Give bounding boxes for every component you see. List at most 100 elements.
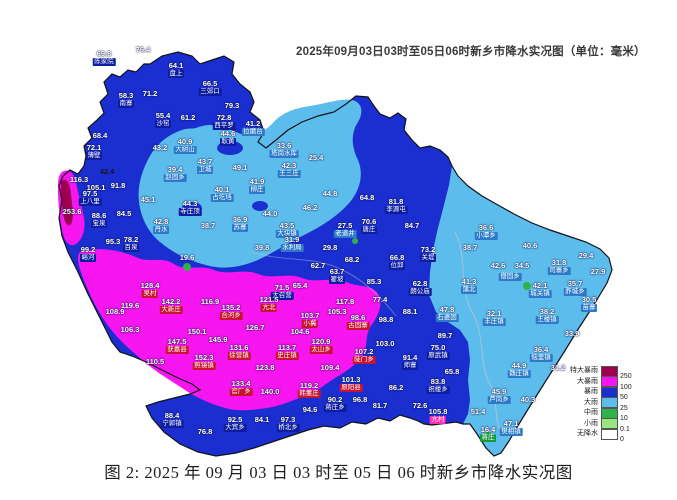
station-label: 62.8 朗公庙 (408, 279, 432, 296)
station-value: 98.8 (378, 315, 394, 324)
station-value: 147.5 (167, 337, 187, 346)
station-name: 塔岗水库 (269, 150, 299, 158)
station-value: 95.3 (105, 237, 121, 246)
station-label: 79.3 (225, 102, 240, 110)
station-label: 29.4 (579, 252, 594, 260)
station-value: 104.6 (290, 327, 310, 336)
station-name: 盘上 (168, 70, 184, 78)
station-label: 66.5 三郊口 (198, 80, 222, 96)
station-name: 桥北乡 (276, 424, 300, 432)
station-value: 105.3 (327, 307, 347, 316)
station-name: 樊相镇 (499, 428, 523, 436)
legend-tick: 0 (620, 436, 624, 443)
station-label: 76.8 (198, 428, 213, 436)
station-label: 97.3 桥北乡 (276, 416, 300, 432)
station-value: 253.6 (62, 207, 82, 216)
station-value: 38.2 (539, 307, 555, 316)
legend-tick: 50 (620, 394, 628, 401)
station-label: 19.6 (180, 254, 195, 262)
station-value: 101.3 (341, 375, 361, 384)
station-label: 106.3 (121, 326, 140, 334)
station-label: 72.1 薄壁 (86, 144, 102, 160)
station-name: 大树山 (173, 146, 197, 154)
station-name: 大召营 (270, 292, 294, 300)
station-value: 16.4 (480, 425, 496, 434)
legend-row: 大雨 25 (556, 397, 628, 412)
zone-island-dark-3 (252, 201, 268, 211)
station-label: 39.4 赵固乡 (163, 166, 187, 182)
station-label: 31.9 水利局 (280, 236, 304, 252)
station-label: 61.2 (181, 114, 196, 122)
station-value: 62.8 (412, 279, 428, 288)
river-line-center (251, 251, 397, 317)
station-value: 36.4 (533, 345, 549, 354)
station-value: 113.7 (277, 343, 297, 352)
station-label: 42.4 (100, 168, 115, 176)
station-value: 88.4 (164, 411, 180, 420)
station-label: 95.3 (106, 238, 121, 246)
station-label: 49.1 (233, 164, 248, 172)
station-value: 119.6 (120, 301, 140, 310)
station-value: 110.5 (145, 357, 165, 366)
station-label: 72.6 (413, 402, 428, 410)
legend-swatch (601, 365, 618, 377)
legend-swatch (601, 428, 618, 440)
station-label: 68.4 (93, 132, 108, 140)
station-value: 107.2 (354, 347, 374, 356)
station-label: 152.3 照镜镇 (192, 354, 216, 370)
station-value: 38.7 (462, 243, 478, 252)
station-label: 84.1 (255, 416, 270, 424)
zone-big-rainstorm (78, 249, 381, 411)
station-label: 40.1 占圪垱 (210, 186, 234, 202)
station-label: 142.2 大新庄 (159, 297, 183, 314)
station-label: 45.9 芦岗乡 (487, 388, 511, 404)
station-value: 46.2 (302, 203, 318, 212)
station-value: 44.3 (182, 199, 198, 208)
station-name: 赵固乡 (163, 174, 187, 182)
station-value: 43.7 (197, 157, 213, 166)
station-label: 119.2 韩董庄 (297, 381, 321, 398)
map-title: 2025年09月03日03时至05日06时新乡市降水实况图（单位：毫米） (296, 46, 646, 58)
station-label: 36.6 小潭乡 (474, 224, 498, 240)
station-label: 109.4 (321, 364, 340, 372)
station-label: 78.2 百泉 (123, 236, 139, 252)
station-name: 芦岗乡 (487, 396, 511, 404)
station-label: 76.4 (136, 46, 151, 54)
station-value: 94.6 (302, 405, 318, 414)
station-value: 103.7 (300, 311, 320, 320)
station-name: 丹水 (153, 226, 169, 234)
station-value: 92.5 (227, 415, 243, 424)
legend-row: 中雨 10 (556, 407, 628, 422)
station-name: 大块镇 (275, 230, 299, 238)
station-value: 33.6 (276, 141, 292, 150)
station-label: 72.8 西平罗 (212, 114, 236, 130)
station-name: 太山乡 (309, 346, 333, 354)
station-name: 小潭乡 (474, 232, 498, 240)
station-value: 109.4 (320, 363, 340, 372)
station-value: 119.2 (299, 381, 319, 390)
station-value: 38.7 (200, 221, 216, 230)
station-label: 101.3 原阳县 (339, 375, 363, 392)
station-value: 71.2 (142, 89, 158, 98)
station-value: 81.8 (388, 197, 404, 206)
station-name: 亢村 (430, 416, 446, 424)
station-value: 97.5 (82, 189, 98, 198)
station-label: 75.0 原武镇 (426, 344, 450, 360)
legend-swatch (601, 397, 618, 408)
station-label: 42.8 丹水 (153, 218, 169, 234)
station-value: 142.2 (161, 297, 181, 306)
station-label: 98.8 (379, 316, 394, 324)
station-name: 南寨 (118, 100, 134, 108)
station-name: 拉磨台 (241, 128, 265, 136)
station-label: 僧固乡 (498, 273, 522, 281)
station-value: 42.1 (532, 281, 548, 290)
station-label: 42.3 王三庄 (277, 162, 301, 178)
legend-label: 特大暴雨 (570, 367, 598, 374)
station-label: 36.4 恼里镇 (529, 345, 553, 362)
station-name: 关堤 (420, 254, 436, 262)
station-label: 131.6 徐营镇 (227, 344, 251, 360)
station-value: 30.5 (581, 295, 597, 304)
station-value: 62.7 (310, 261, 326, 270)
station-value: 29.4 (578, 251, 594, 260)
legend-swatch (601, 376, 618, 387)
